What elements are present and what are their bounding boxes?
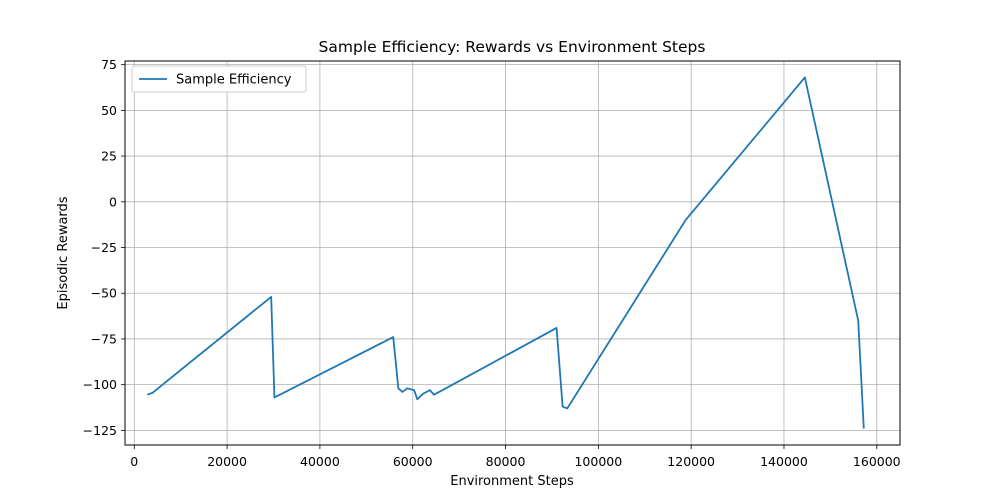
y-axis-ticks: −125 −100 −75 −50 −25 0 25 50 75: [83, 57, 125, 438]
y-tick-label: −75: [91, 331, 117, 346]
y-tick-label: 0: [109, 194, 117, 209]
x-tick-label: 60000: [393, 454, 433, 469]
x-tick-label: 0: [130, 454, 138, 469]
y-tick-label: −25: [91, 240, 117, 255]
x-tick-label: 40000: [300, 454, 340, 469]
legend-label: Sample Efficiency: [176, 73, 292, 88]
x-tick-label: 100000: [574, 454, 622, 469]
x-tick-label: 20000: [207, 454, 247, 469]
legend: Sample Efficiency: [131, 65, 307, 93]
x-tick-label: 120000: [667, 454, 715, 469]
series-layer: [146, 76, 865, 429]
chart-title: Sample Efficiency: Rewards vs Environmen…: [319, 38, 706, 56]
x-axis-ticks: 0 20000 40000 60000 80000 100000 120000 140000 1…: [130, 445, 901, 469]
y-tick-label: −100: [83, 377, 117, 392]
y-axis-title: Episodic Rewards: [56, 196, 71, 309]
x-tick-label: 160000: [853, 454, 901, 469]
grid-lines: [125, 61, 900, 445]
legend-box: [131, 65, 307, 93]
y-tick-label: 25: [101, 149, 117, 164]
series-line: [146, 76, 865, 429]
y-tick-label: 75: [101, 57, 117, 72]
plot-area-frame: [124, 60, 901, 446]
y-tick-label: 50: [101, 103, 117, 118]
x-axis-title: Environment Steps: [450, 474, 574, 489]
y-tick-label: −125: [83, 423, 117, 438]
x-tick-label: 140000: [760, 454, 808, 469]
y-tick-label: −50: [91, 286, 117, 301]
x-tick-label: 80000: [486, 454, 526, 469]
